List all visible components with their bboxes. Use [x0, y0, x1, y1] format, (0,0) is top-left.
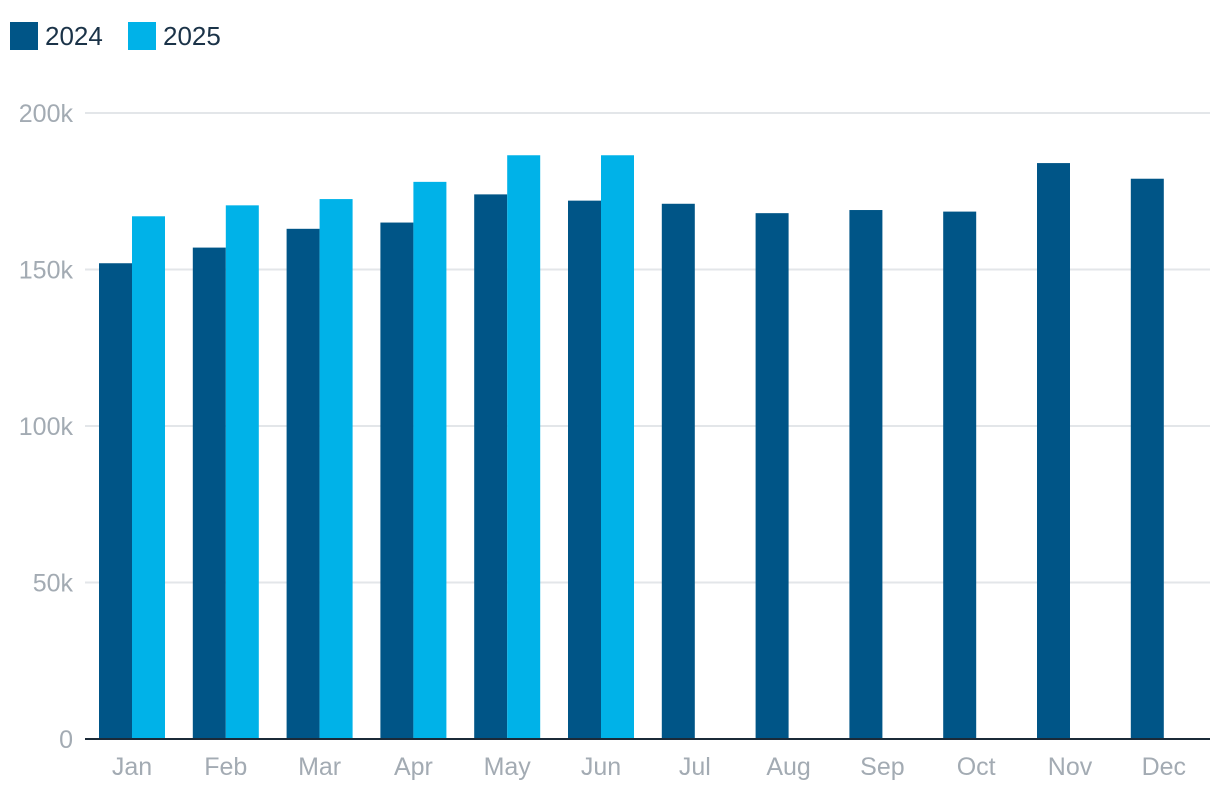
bar-2024-Dec [1130, 178, 1164, 740]
bar-2024-Aug [755, 213, 789, 739]
x-tick-label-Feb: Feb [204, 753, 247, 781]
bar-2025-Apr [413, 181, 447, 740]
bar-2024-Sep [849, 210, 883, 739]
gridlines [85, 112, 1210, 584]
bar-2024-Mar [286, 228, 320, 739]
x-axis-labels: Jan Feb Mar Apr May Jun Jul Aug Sep Oct Nov Dec [112, 753, 1186, 781]
y-tick-label-50k: 50k [33, 570, 74, 598]
legend-label-2025: 2025 [163, 21, 221, 51]
bar-2025-Jun [601, 155, 634, 739]
x-tick-label-Aug: Aug [766, 753, 810, 781]
bar-2024-Apr [380, 222, 414, 740]
bar-2025-Jan [132, 216, 165, 740]
bar-2024-Oct [943, 211, 977, 740]
x-tick-label-Apr: Apr [394, 753, 433, 781]
x-tick-label-Nov: Nov [1048, 753, 1093, 781]
bar-2024-May [474, 194, 508, 739]
bar-2024-Jun [568, 200, 601, 739]
legend-swatch-2025 [128, 22, 156, 50]
bars [99, 155, 1164, 740]
bar-2025-May [507, 155, 541, 739]
y-tick-label-150k: 150k [19, 257, 74, 285]
y-axis-labels: 0 50k 100k 150k 200k [19, 100, 74, 754]
x-tick-label-May: May [484, 753, 532, 781]
legend: 2024 2025 [10, 21, 221, 51]
x-tick-label-Dec: Dec [1142, 753, 1186, 781]
bar-2025-Feb [225, 205, 259, 739]
legend-swatch-2024 [10, 22, 38, 50]
x-tick-label-Jun: Jun [581, 753, 621, 781]
x-tick-label-Oct: Oct [957, 753, 996, 781]
bar-2024-Jul [661, 203, 695, 739]
legend-label-2024: 2024 [45, 21, 103, 51]
y-tick-label-200k: 200k [19, 100, 74, 128]
x-tick-label-Jul: Jul [679, 753, 711, 781]
y-tick-label-100k: 100k [19, 413, 74, 441]
x-tick-label-Jan: Jan [112, 753, 152, 781]
x-tick-label-Sep: Sep [860, 753, 904, 781]
bar-2025-Mar [319, 199, 353, 739]
x-tick-label-Mar: Mar [298, 753, 341, 781]
bar-2024-Nov [1037, 163, 1070, 739]
y-tick-label-0: 0 [59, 726, 73, 754]
bar-2024-Feb [192, 247, 226, 739]
bar-2024-Jan [99, 263, 132, 739]
